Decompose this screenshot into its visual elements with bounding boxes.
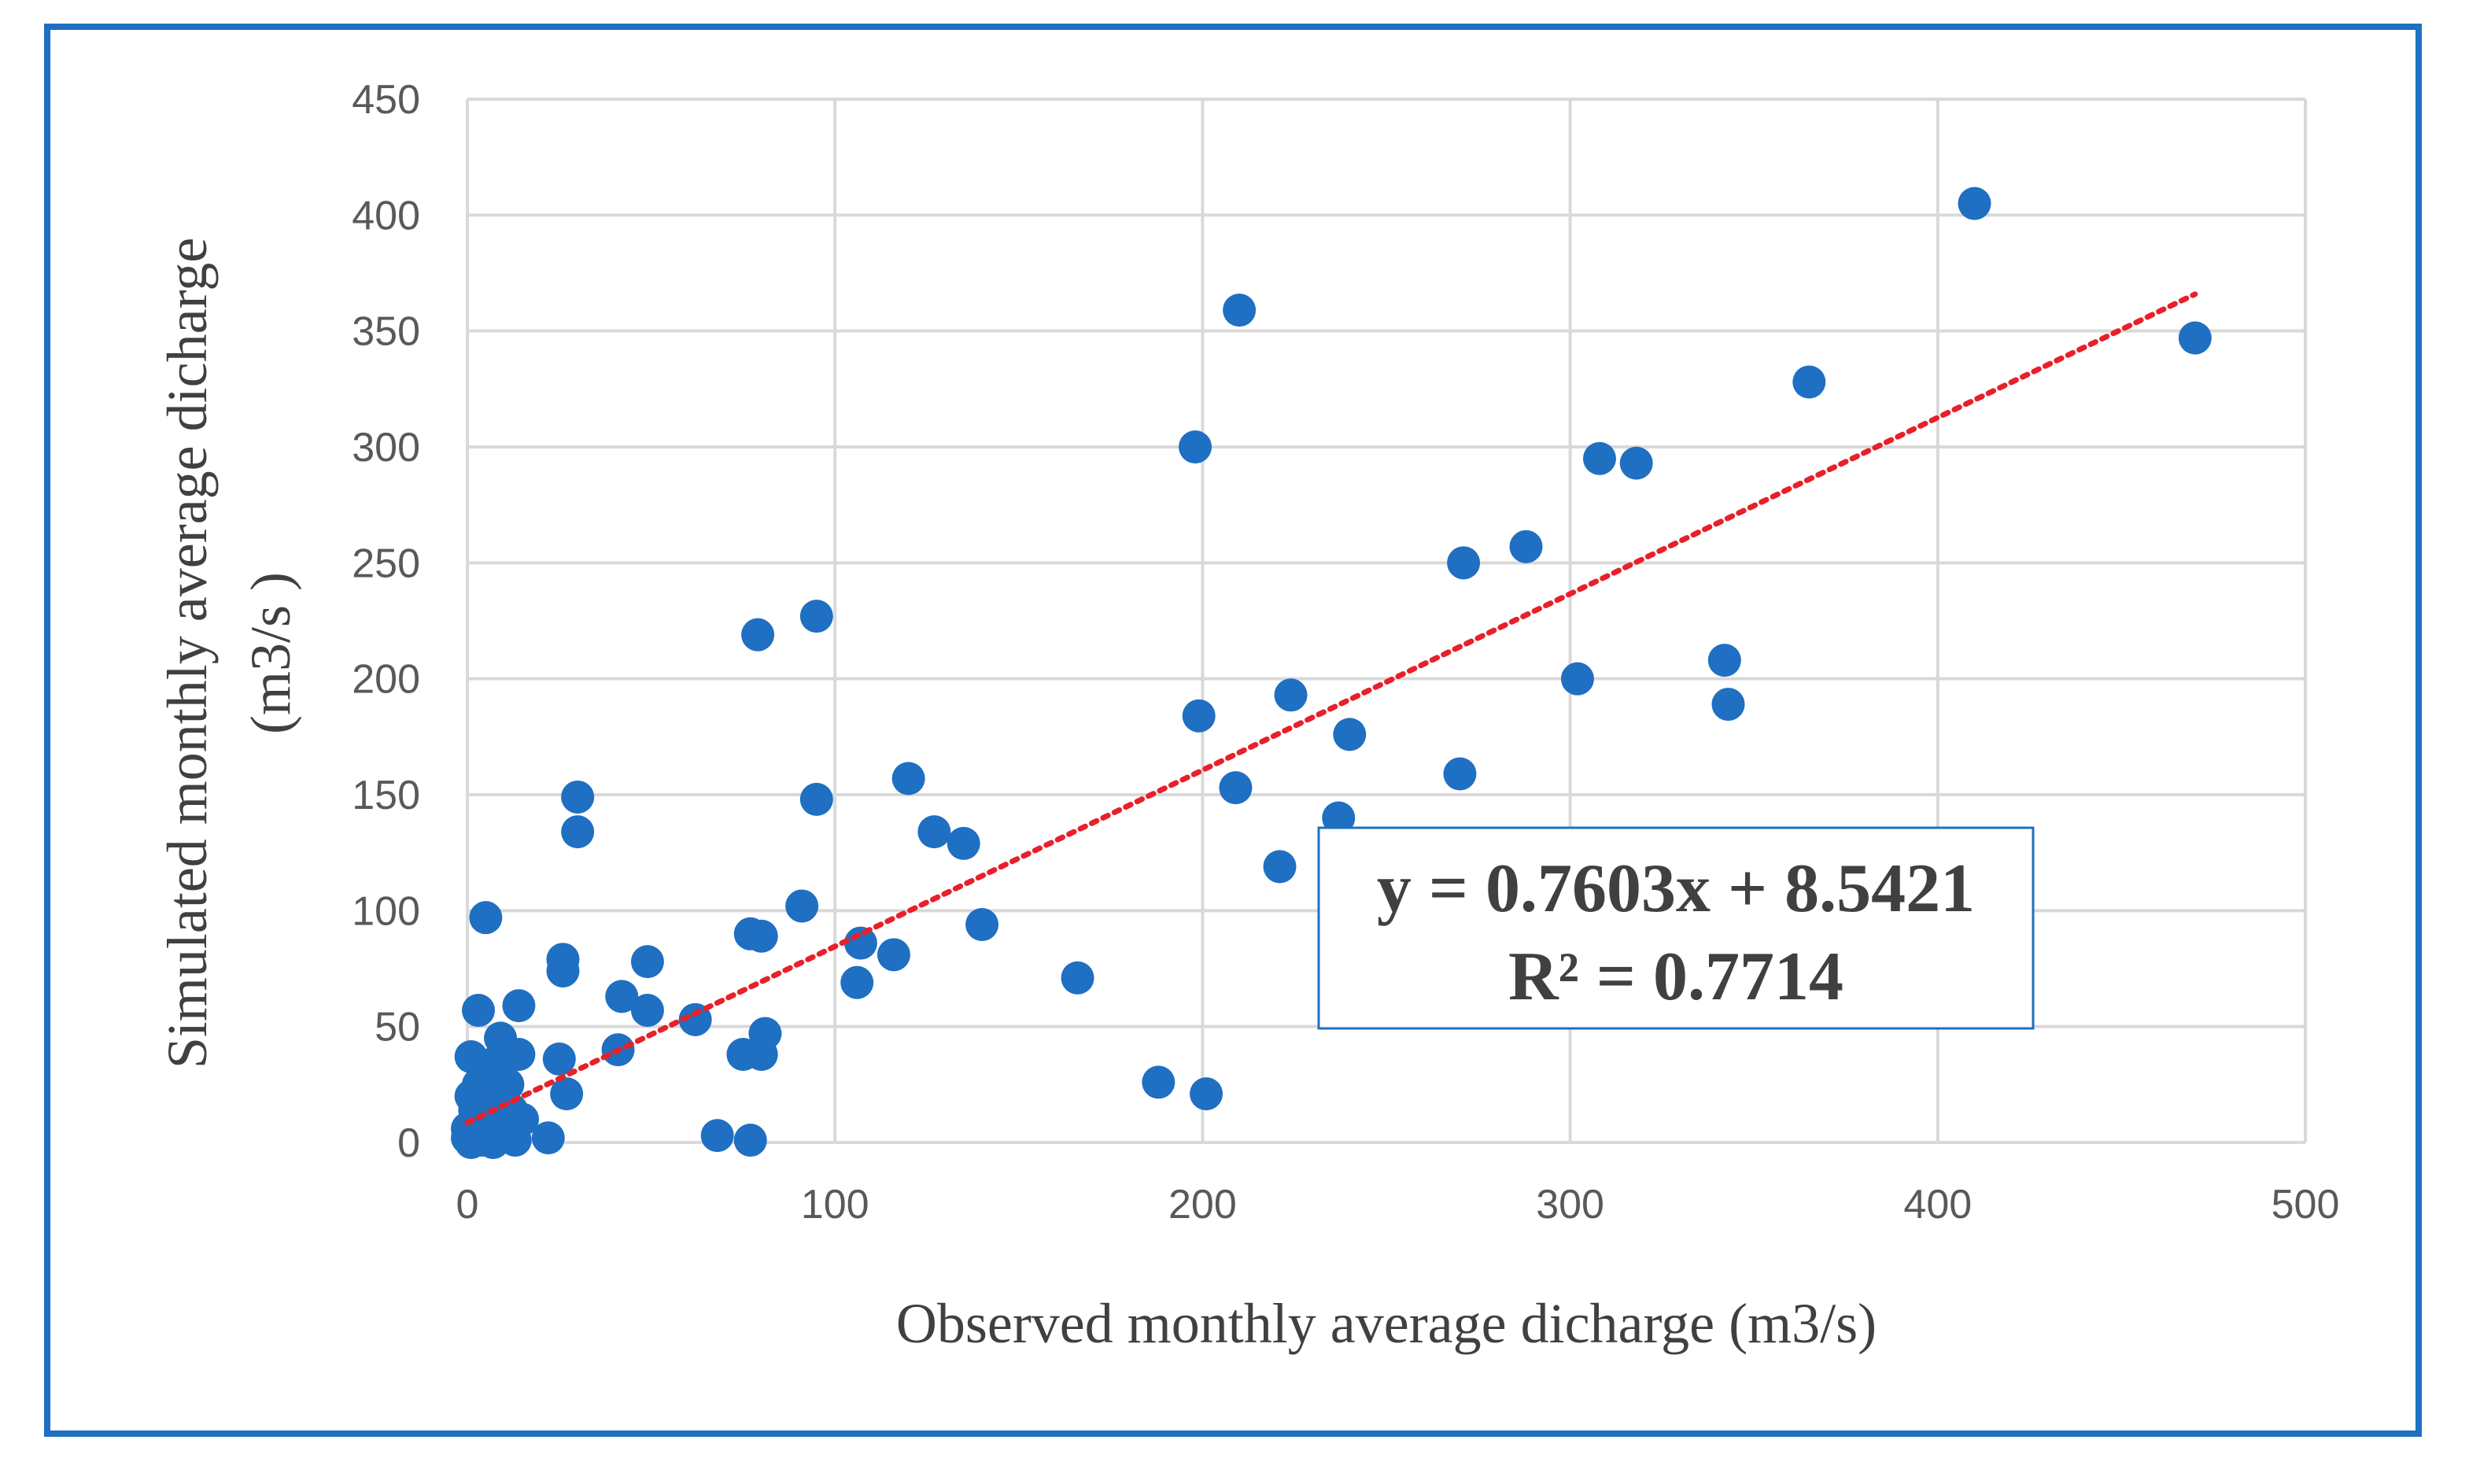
data-point [785, 889, 819, 923]
data-points [451, 186, 2212, 1159]
y-tick-label: 50 [375, 1005, 420, 1050]
data-point [1958, 186, 1991, 220]
data-point [877, 938, 910, 972]
x-tick-label: 400 [1903, 1182, 1972, 1227]
data-point [1443, 757, 1477, 791]
x-tick-label: 100 [801, 1182, 869, 1227]
data-point [1190, 1077, 1223, 1111]
data-point [744, 919, 778, 953]
data-point [506, 1102, 540, 1136]
y-tick-label: 300 [352, 425, 420, 471]
data-point [1182, 699, 1216, 733]
data-point [1322, 801, 1356, 835]
data-point [1142, 1065, 1175, 1099]
equation-text: y = 0.7603x + 8.5421 [1377, 851, 1975, 927]
data-point [1263, 850, 1297, 884]
y-tick-label: 250 [352, 541, 420, 586]
data-point [726, 1038, 760, 1072]
data-point [917, 815, 951, 849]
y-tick-label: 450 [352, 77, 420, 123]
data-point [2178, 321, 2212, 355]
x-tick-label: 0 [456, 1182, 479, 1227]
data-point [1061, 961, 1094, 995]
y-axis-title-line2: (m3/s ) [239, 572, 302, 734]
data-point [1447, 546, 1481, 580]
data-point [484, 1121, 518, 1155]
data-point [947, 826, 980, 860]
data-point [1509, 530, 1543, 563]
data-point [1619, 446, 1653, 480]
data-point [741, 618, 775, 652]
data-point [469, 901, 503, 935]
data-point [502, 989, 536, 1023]
data-point [1179, 430, 1212, 463]
x-tick-label: 500 [2272, 1182, 2340, 1227]
data-point [1333, 718, 1367, 751]
y-tick-label: 0 [397, 1120, 420, 1166]
y-tick-labels: 0 50 100 150 200 250 300 350 400 450 [352, 77, 420, 1166]
data-point [1582, 441, 1616, 475]
data-point [965, 908, 999, 942]
data-point [550, 1077, 584, 1111]
data-point [1223, 293, 1257, 327]
data-point [733, 1124, 767, 1157]
trendline [464, 291, 2198, 1126]
y-tick-label: 350 [352, 309, 420, 355]
data-point [462, 994, 496, 1028]
x-tick-label: 300 [1536, 1182, 1604, 1227]
data-point [561, 815, 595, 849]
data-point [605, 980, 639, 1013]
data-point [1560, 662, 1594, 696]
chart-frame [44, 24, 2422, 1437]
r-squared-text: R² = 0.7714 [1508, 939, 1843, 1015]
y-tick-label: 400 [352, 193, 420, 238]
data-point [542, 1042, 576, 1076]
data-point [561, 780, 595, 814]
y-tick-label: 200 [352, 657, 420, 703]
data-point [630, 994, 664, 1028]
x-tick-labels: 0 100 200 300 400 500 [456, 1182, 2340, 1227]
data-point [1219, 771, 1253, 805]
data-point [700, 1119, 734, 1153]
data-point [678, 1002, 712, 1036]
data-point [1792, 365, 1826, 399]
data-point [546, 954, 580, 987]
y-tick-label: 150 [352, 773, 420, 818]
data-point [1274, 678, 1308, 712]
data-point [1711, 688, 1745, 722]
data-point [843, 926, 877, 960]
data-point [891, 762, 925, 796]
data-point [1707, 644, 1741, 677]
data-point [531, 1121, 565, 1155]
data-point [840, 965, 874, 999]
data-point [799, 600, 833, 633]
data-point [630, 945, 664, 979]
equation-box [1317, 826, 2035, 1030]
y-axis-title-line1: Simulated monthly average dicharge [156, 238, 219, 1069]
data-point [799, 782, 833, 816]
x-tick-label: 200 [1168, 1182, 1237, 1227]
y-tick-label: 100 [352, 888, 420, 934]
data-point [491, 1068, 525, 1102]
x-axis-title: Observed monthly average dicharge (m3/s) [896, 1292, 1877, 1355]
